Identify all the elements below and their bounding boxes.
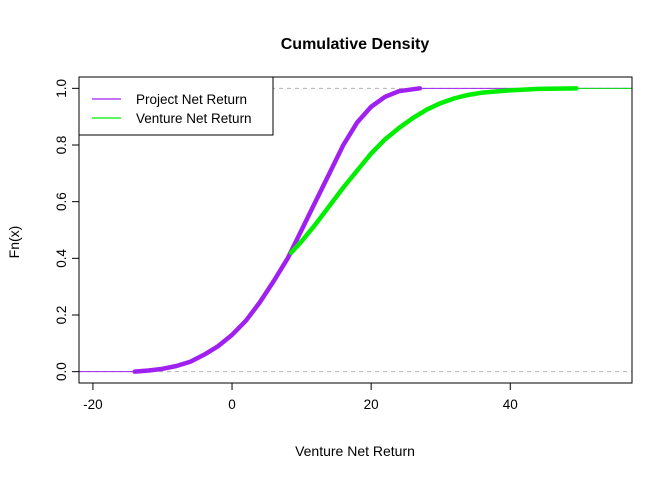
y-tick-label: 0.8: [54, 136, 69, 155]
x-tick-label: -20: [83, 397, 103, 412]
x-tick-label: 0: [228, 397, 236, 412]
legend-label-2: Venture Net Return: [136, 111, 252, 126]
y-tick-label: 0.2: [54, 306, 69, 325]
x-tick-label: 40: [503, 397, 518, 412]
y-tick-label: 1.0: [54, 79, 69, 98]
x-axis-label: Venture Net Return: [295, 443, 415, 459]
x-axis: -20 0 20 40: [83, 382, 518, 412]
y-tick-label: 0.4: [54, 248, 69, 267]
legend-box: [78, 76, 274, 136]
y-axis: 0.0 0.2 0.4 0.6 0.8 1.0: [54, 79, 80, 381]
y-axis-label: Fn(x): [6, 226, 22, 259]
y-tick-label: 0.6: [54, 192, 69, 211]
series-group: [79, 86, 632, 374]
legend-label-1: Project Net Return: [136, 92, 247, 107]
x-tick-label: 20: [364, 397, 379, 412]
y-tick-label: 0.0: [54, 362, 69, 381]
series-line-2: [288, 86, 579, 255]
series-line-1: [132, 86, 423, 374]
chart-title: Cumulative Density: [281, 36, 430, 53]
legend: Project Net Return Venture Net Return: [78, 76, 274, 136]
